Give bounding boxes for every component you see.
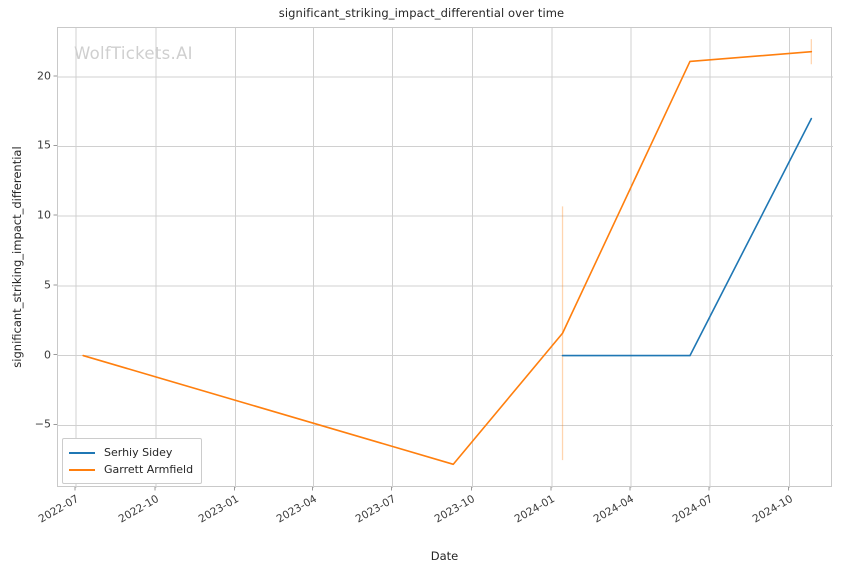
y-tick-label: 5: [44, 278, 51, 292]
x-tick-label: 2023-07: [353, 493, 398, 526]
legend-item: Garrett Armfield: [69, 461, 193, 478]
y-tick-label: 0: [44, 348, 51, 362]
x-tick-label: 2023-04: [274, 493, 319, 526]
legend-swatch-garrett-armfield: [69, 468, 95, 471]
x-tick-label: 2023-01: [196, 493, 241, 526]
x-axis-label: Date: [430, 549, 459, 563]
plot-canvas: [58, 28, 833, 488]
x-tick-label: 2024-01: [512, 493, 558, 526]
x-tick-label: 2024-10: [750, 493, 795, 526]
x-tick-label: 2023-10: [433, 493, 478, 526]
x-tick-label: 2022-10: [116, 493, 161, 526]
legend-item: Serhiy Sidey: [69, 444, 193, 461]
y-tick-label: 15: [37, 138, 51, 152]
page-title: significant_striking_impact_differential…: [278, 6, 565, 20]
legend-swatch-serhiy-sidey: [69, 451, 95, 454]
y-tick-label: 10: [37, 208, 51, 222]
y-tick-label: 20: [37, 69, 51, 83]
y-tick-label: −5: [34, 417, 51, 431]
x-tick-label: 2022-07: [36, 493, 82, 526]
x-tick-label: 2024-07: [670, 493, 715, 526]
legend-label-serhiy-sidey: Serhiy Sidey: [104, 446, 173, 459]
plot-area: WolfTickets.AI: [57, 27, 833, 488]
y-axis-ticks: 20 15 10 5 0 −5: [0, 0, 51, 575]
legend: Serhiy Sidey Garrett Armfield: [62, 438, 203, 484]
y-axis-label: significant_striking_impact_differential: [10, 146, 24, 368]
x-tick-label: 2024-04: [591, 493, 636, 526]
legend-label-garrett-armfield: Garrett Armfield: [104, 463, 194, 476]
